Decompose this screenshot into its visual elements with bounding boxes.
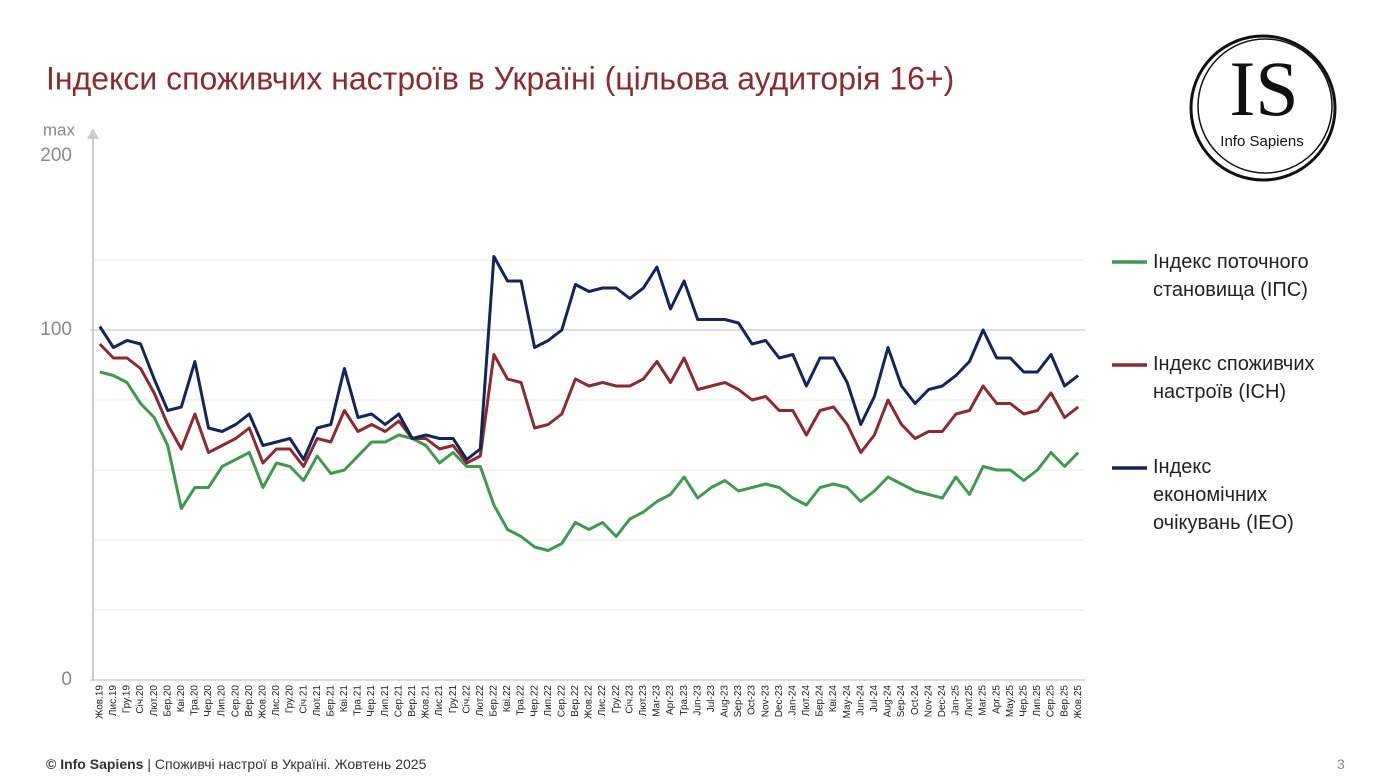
x-tick-label: Сер.21 (393, 685, 404, 718)
logo-ring (1197, 38, 1333, 174)
x-tick-label: Лют.25 (964, 685, 975, 717)
x-tick-label: Жов.19 (94, 685, 105, 719)
x-tick-label: May-24 (842, 685, 853, 719)
page-number: 3 (1337, 756, 1345, 772)
x-tick-label: Вер.25 (1059, 685, 1070, 717)
x-tick-label: Жов.22 (584, 685, 595, 719)
x-tick-label: Гру.21 (448, 685, 459, 714)
legend-label: Індекс поточного становища (ІПС) (1153, 251, 1309, 301)
x-tick-label: Dec-23 (774, 685, 785, 718)
x-tick-label: Січ.22 (461, 685, 472, 714)
series-line (98, 255, 1080, 461)
x-tick-label: Бер.22 (489, 685, 500, 717)
x-tick-label: Лис.21 (434, 685, 445, 716)
x-tick-label: Лип.22 (543, 685, 554, 717)
x-tick-label: Jan-24 (787, 685, 798, 716)
x-tick-label: Тра.20 (190, 685, 201, 716)
x-tick-label: Лют.22 (475, 685, 486, 717)
x-tick-label: Dec-24 (937, 685, 948, 718)
x-tick-label: Nov-24 (923, 685, 934, 718)
x-tick-label: Mar.25 (978, 685, 989, 716)
x-tick-label: Лис.19 (108, 685, 119, 716)
chart-title: Індекси споживчих настроїв в Україні (ці… (46, 60, 954, 96)
x-tick-label: Тра.22 (516, 685, 527, 716)
y-tick-label: 0 (61, 669, 72, 690)
x-tick-label: Jul-23 (706, 685, 717, 713)
x-tick-label: Жов.20 (258, 685, 269, 719)
x-tick-label: Apr.25 (991, 685, 1002, 714)
x-tick-label: Бер.20 (162, 685, 173, 717)
x-tick-label: Jun-23 (692, 685, 703, 716)
x-tick-label: Жов.21 (421, 685, 432, 719)
x-tick-label: Лип.21 (380, 685, 391, 717)
x-tick-label: Вер.21 (407, 685, 418, 717)
x-tick-label: Sep-24 (896, 685, 907, 718)
series-line (99, 370, 1080, 552)
x-tick-label: Сер.25 (1046, 685, 1057, 718)
x-tick-label: Чер.25 (1018, 685, 1029, 717)
x-tick-label: Бер.21 (325, 685, 336, 717)
x-tick-label: Jul-24 (869, 685, 880, 713)
x-tick-label: Кві.21 (339, 685, 350, 713)
x-tick-label: Вер.22 (570, 685, 581, 717)
y-axis-max-label: max (43, 120, 76, 139)
x-tick-label: Лют.21 (312, 685, 323, 717)
x-tick-label: Січ.20 (135, 685, 146, 714)
logo-mark: IS (1229, 45, 1298, 132)
footer-separator: | (147, 756, 151, 772)
logo-ring (1189, 34, 1337, 182)
x-tick-label: Лют.23 (638, 685, 649, 717)
logo: IS Info Sapiens (1189, 34, 1337, 182)
x-tick-label: Лип.20 (217, 685, 228, 717)
x-tick-label: Сер.20 (230, 685, 241, 718)
x-tick-label: Вер.20 (244, 685, 255, 717)
x-tick-label: Гру.20 (285, 685, 296, 714)
x-tick-label: Чер.20 (203, 685, 214, 717)
x-tick-label: Aug-23 (720, 685, 731, 718)
x-tick-label: Лис.20 (271, 685, 282, 716)
legend-label: Індекс споживчих настроїв (ІСН) (1153, 353, 1315, 403)
x-tick-label: Тра.23 (679, 685, 690, 716)
x-tick-label: May.25 (1005, 685, 1016, 717)
x-tick-label: Лип.25 (1032, 685, 1043, 717)
x-tick-label: Apr-23 (665, 685, 676, 715)
footer-text: Споживчі настрої в Україні. Жовтень 2025 (154, 756, 427, 772)
x-tick-label: Жов.25 (1073, 685, 1084, 719)
x-tick-label: Лют.24 (801, 685, 812, 717)
x-tick-label: Тра.21 (353, 685, 364, 716)
x-tick-label: Jun-24 (855, 685, 866, 716)
x-tick-label: Aug-24 (883, 685, 894, 718)
x-tick-label: Oct-23 (747, 685, 758, 715)
x-tick-label: Кві.22 (502, 685, 513, 713)
x-tick-label: Лют.20 (149, 685, 160, 717)
series-line (98, 342, 1080, 468)
x-tick-label: Jan-25 (951, 685, 962, 716)
footer-brand: © Info Sapiens (46, 756, 144, 772)
footer: © Info Sapiens | Споживчі настрої в Укра… (46, 756, 426, 772)
x-tick-label: Бер.24 (815, 685, 826, 717)
x-tick-label: Січ.23 (624, 685, 635, 714)
x-tick-label: Лис.22 (597, 685, 608, 716)
x-tick-label: Січ.21 (298, 685, 309, 714)
x-tick-label: Sep-23 (733, 685, 744, 718)
logo-name: Info Sapiens (1220, 133, 1303, 150)
x-tick-label: Oct-24 (910, 685, 921, 715)
x-tick-label: Гру.19 (122, 685, 133, 714)
x-tick-label: Гру.22 (611, 685, 622, 714)
x-tick-label: Nov-23 (760, 685, 771, 718)
y-tick-label: 100 (40, 319, 72, 340)
x-tick-label: Чер.21 (366, 685, 377, 717)
x-tick-label: Кві.20 (176, 685, 187, 713)
x-tick-label: Mar-23 (652, 685, 663, 717)
y-axis-top-label: 200 (40, 145, 72, 166)
x-tick-label: Сер.22 (556, 685, 567, 718)
x-tick-label: Чер.22 (529, 685, 540, 717)
x-tick-label: Кві.24 (828, 685, 839, 713)
axis-arrow (87, 128, 99, 139)
legend-label: Індекс економічних очікувань (ІЕО) (1153, 456, 1294, 534)
